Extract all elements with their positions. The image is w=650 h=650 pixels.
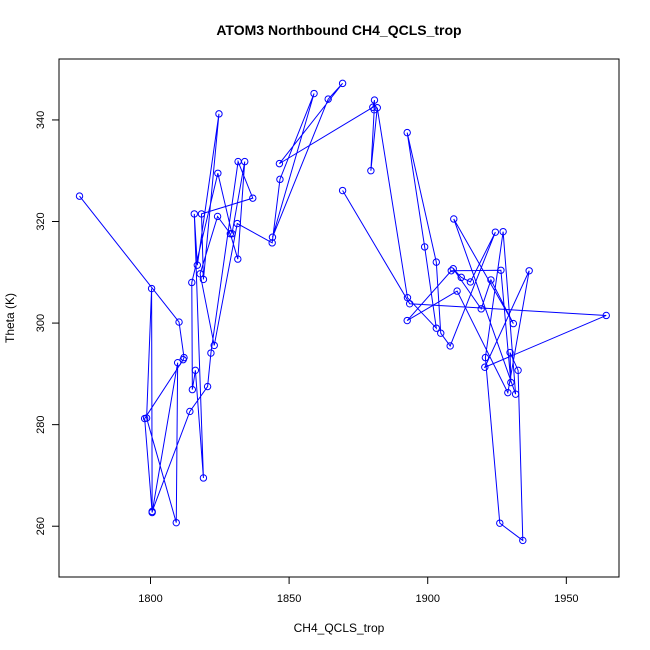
data-point	[188, 385, 197, 394]
data-point	[249, 194, 257, 202]
data-point	[193, 261, 202, 269]
data-point	[188, 278, 196, 287]
data-point	[491, 228, 500, 236]
data-point	[147, 284, 156, 293]
y-axis: 260 280 300 320 340	[35, 111, 60, 535]
data-point	[226, 229, 235, 238]
data-point	[447, 267, 455, 275]
data-point	[197, 210, 206, 218]
data-point	[487, 276, 495, 284]
data-point	[367, 167, 375, 175]
data-point	[481, 353, 490, 362]
data-point	[446, 342, 454, 350]
data-point	[213, 212, 222, 221]
y-tick-label: 300	[35, 314, 47, 332]
x-axis-label: CH4_QCLS_trop	[294, 621, 385, 635]
data-point	[75, 192, 84, 200]
data-point	[507, 378, 515, 387]
y-tick-label: 260	[35, 517, 47, 535]
data-point	[481, 363, 489, 371]
data-point	[432, 258, 441, 266]
data-point	[403, 316, 411, 325]
data-point	[453, 287, 461, 295]
data-point	[403, 128, 411, 137]
data-point	[142, 414, 151, 422]
x-axis: 1800 1850 1900 1950	[138, 576, 579, 605]
data-point	[420, 243, 429, 251]
data-point	[509, 319, 518, 328]
x-tick-label: 1800	[138, 593, 162, 605]
data-point	[207, 349, 215, 357]
data-point	[437, 329, 445, 337]
data-point	[519, 536, 527, 545]
y-axis-label: Theta (K)	[3, 293, 17, 343]
data-point	[449, 265, 457, 273]
data-point	[268, 239, 276, 247]
data-point	[175, 318, 183, 326]
data-point	[338, 79, 347, 88]
y-tick-label: 280	[35, 415, 47, 433]
data-point	[234, 255, 242, 263]
data-point	[525, 267, 533, 275]
data-point	[338, 186, 347, 195]
data-point	[496, 519, 504, 527]
data-point	[450, 215, 458, 223]
data-point	[196, 270, 204, 278]
data-point	[233, 219, 241, 228]
data-point	[199, 474, 208, 482]
data-point	[268, 233, 277, 241]
data-point	[191, 366, 200, 375]
y-tick-label: 340	[35, 111, 47, 129]
data-point	[602, 311, 610, 320]
data-point	[241, 157, 249, 166]
data-point	[432, 324, 441, 332]
data-point	[457, 273, 465, 282]
data-point	[405, 300, 414, 308]
data-point	[497, 266, 505, 274]
data-point	[504, 388, 512, 397]
data-point	[511, 390, 520, 398]
data-point	[466, 278, 475, 286]
data-point	[214, 169, 222, 177]
data-point	[310, 89, 318, 98]
data-point	[477, 305, 485, 313]
data-point	[499, 227, 507, 236]
plot-frame	[58, 58, 620, 578]
data-point	[370, 96, 379, 104]
series-line	[79, 83, 607, 542]
x-tick-label: 1850	[277, 593, 301, 605]
data-point	[210, 341, 218, 350]
data-point	[514, 366, 522, 375]
x-tick-label: 1900	[415, 593, 439, 605]
x-tick-label: 1950	[554, 593, 578, 605]
data-point	[179, 355, 187, 364]
data-point	[276, 175, 284, 184]
y-tick-label: 320	[35, 212, 47, 230]
data-point	[173, 358, 182, 367]
series-layer	[75, 79, 610, 545]
data-point	[215, 110, 223, 118]
data-point	[506, 348, 514, 357]
data-point	[172, 518, 180, 527]
data-point	[373, 104, 381, 112]
data-point	[203, 382, 212, 391]
data-point	[148, 507, 156, 516]
data-point	[275, 159, 284, 168]
chart-title: ATOM3 Northbound CH4_QCLS_trop	[216, 22, 461, 38]
data-point	[186, 407, 194, 416]
data-point	[324, 95, 332, 103]
data-point	[190, 210, 198, 218]
data-point	[199, 275, 208, 284]
